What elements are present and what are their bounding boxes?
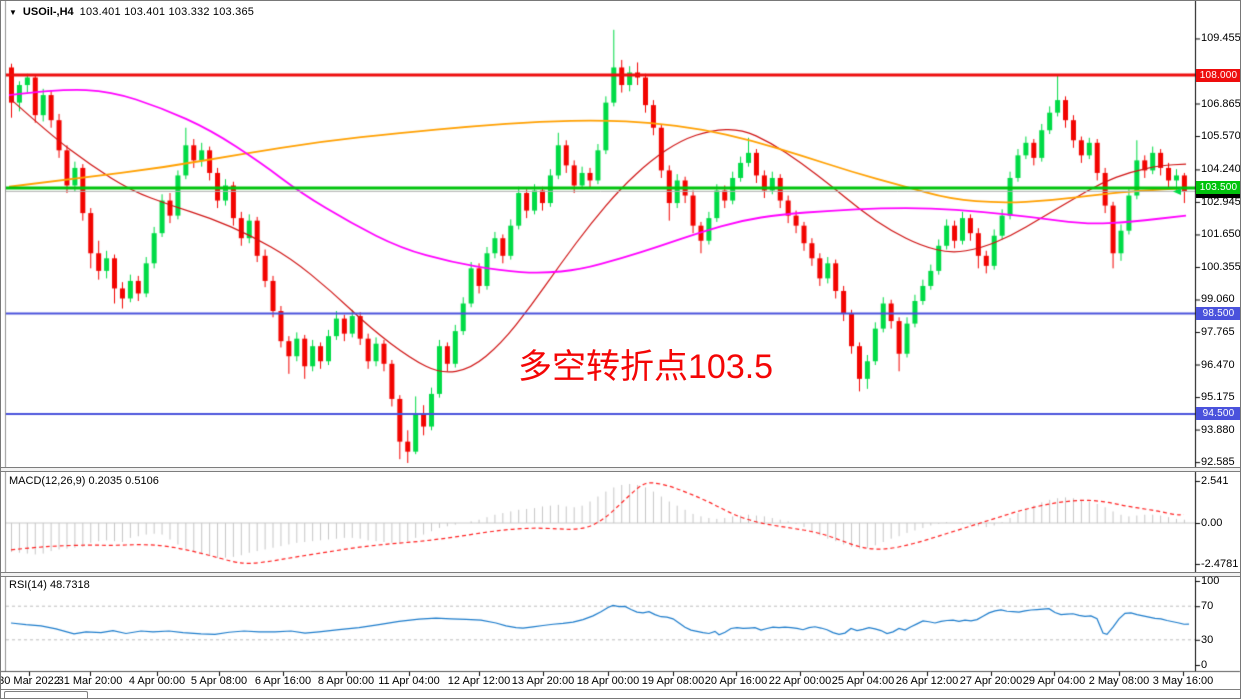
time-tick-label: 31 Mar 20:00 bbox=[57, 675, 123, 687]
time-tick-label: 22 Apr 00:00 bbox=[768, 675, 832, 687]
price-tick-label: 92.585 bbox=[1201, 456, 1235, 469]
price-badge: 108.000 bbox=[1196, 68, 1240, 82]
rsi-tick-label: 30 bbox=[1201, 633, 1214, 646]
chart-tab[interactable] bbox=[4, 691, 88, 698]
time-tick-label: 18 Apr 00:00 bbox=[576, 675, 640, 687]
price-badge: 98.500 bbox=[1196, 307, 1240, 321]
macd-indicator-label: MACD(12,26,9) 0.2035 0.5106 bbox=[9, 475, 159, 487]
price-tick-label: 101.650 bbox=[1201, 228, 1241, 241]
price-tick-label: 100.355 bbox=[1201, 260, 1241, 273]
ohlc-values: 103.401 103.401 103.332 103.365 bbox=[79, 6, 255, 18]
time-tick-label: 27 Apr 20:00 bbox=[959, 675, 1023, 687]
panel-separator[interactable] bbox=[1, 572, 1240, 577]
time-tick-label: 3 May 16:00 bbox=[1152, 675, 1214, 687]
time-tick-label: 20 Apr 16:00 bbox=[704, 675, 768, 687]
time-tick-label: 5 Apr 08:00 bbox=[190, 675, 248, 687]
time-tick-label: 11 Apr 04:00 bbox=[378, 675, 440, 687]
rsi-tick-label: 70 bbox=[1201, 600, 1214, 613]
time-tick-label: 12 Apr 12:00 bbox=[447, 675, 511, 687]
price-tick-label: 105.570 bbox=[1201, 130, 1241, 143]
time-tick-label: 8 Apr 00:00 bbox=[317, 675, 375, 687]
rsi-tick-label: 100 bbox=[1201, 575, 1220, 587]
price-tick-label: 99.060 bbox=[1201, 293, 1235, 306]
price-tick-label: 106.865 bbox=[1201, 97, 1241, 110]
macd-tick-label: -2.4781 bbox=[1201, 557, 1239, 570]
time-tick-label: 30 Mar 2022 bbox=[0, 675, 60, 687]
time-tick-label: 26 Apr 12:00 bbox=[895, 675, 959, 687]
time-tick-label: 25 Apr 04:00 bbox=[831, 675, 895, 687]
price-tick-label: 104.240 bbox=[1201, 163, 1241, 176]
time-tick-label: 13 Apr 20:00 bbox=[511, 675, 575, 687]
symbol-timeframe-label: USOil-,H4 bbox=[22, 6, 74, 18]
time-tick-label: 29 Apr 04:00 bbox=[1022, 675, 1086, 687]
chevron-down-icon[interactable]: ▼ bbox=[9, 7, 17, 17]
rsi-indicator-label: RSI(14) 48.7318 bbox=[9, 579, 90, 591]
macd-tick-label: 2.541 bbox=[1201, 474, 1229, 487]
chart-title-bar: ▼ USOil-,H4 103.401 103.401 103.332 103.… bbox=[9, 6, 254, 18]
price-tick-label: 93.880 bbox=[1201, 423, 1235, 436]
price-tick-label: 102.945 bbox=[1201, 195, 1241, 208]
macd-tick-label: 0.00 bbox=[1201, 517, 1223, 529]
time-tick-label: 4 Apr 00:00 bbox=[128, 675, 186, 687]
price-badge: 103.500 bbox=[1196, 181, 1240, 195]
panel-separator[interactable] bbox=[1, 467, 1240, 472]
price-badge: 94.500 bbox=[1196, 407, 1240, 421]
pivot-annotation-text: 多空转折点103.5 bbox=[518, 348, 774, 386]
price-tick-label: 97.765 bbox=[1201, 326, 1235, 338]
chart-tab-strip bbox=[1, 689, 1240, 698]
rsi-tick-label: 0 bbox=[1201, 659, 1208, 671]
price-tick-label: 109.455 bbox=[1201, 32, 1241, 45]
time-tick-label: 2 May 08:00 bbox=[1088, 675, 1150, 687]
time-tick-label: 19 Apr 08:00 bbox=[641, 675, 705, 687]
price-tick-label: 95.175 bbox=[1201, 391, 1235, 404]
price-tick-label: 96.470 bbox=[1201, 358, 1235, 371]
time-tick-label: 6 Apr 16:00 bbox=[254, 675, 312, 687]
